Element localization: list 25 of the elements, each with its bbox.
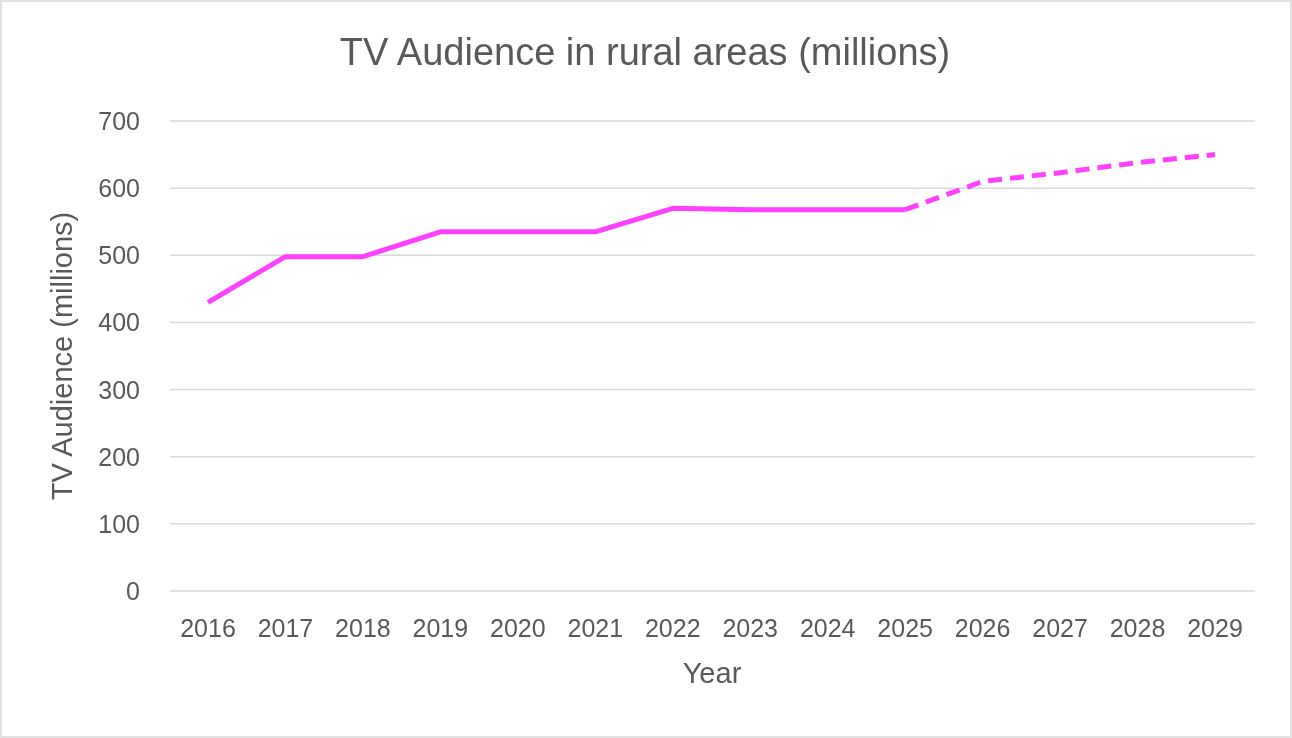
x-tick-label: 2023	[722, 614, 779, 642]
y-tick-label: 200	[98, 442, 140, 471]
y-tick-label: 300	[98, 375, 140, 404]
x-tick-label: 2025	[877, 614, 933, 642]
y-tick-label: 700	[98, 107, 140, 135]
x-tick-label: 2016	[180, 614, 236, 642]
x-axis-title: Year	[682, 657, 742, 689]
y-tick-label: 400	[98, 308, 140, 337]
x-tick-label: 2020	[490, 614, 546, 642]
x-tick-label: 2029	[1187, 614, 1243, 642]
x-tick-label: 2021	[567, 614, 624, 642]
x-tick-label: 2028	[1109, 614, 1166, 642]
x-tick-label: 2022	[644, 614, 701, 642]
x-tick-label: 2019	[412, 614, 469, 642]
y-tick-label: 500	[98, 241, 140, 270]
x-tick-label: 2024	[799, 614, 856, 642]
x-tick-label: 2018	[335, 614, 391, 642]
x-tick-label: 2026	[954, 614, 1011, 642]
x-tick-label: 2027	[1032, 614, 1088, 642]
x-tick-label: 2017	[257, 614, 314, 642]
chart-title: TV Audience in rural areas (millions)	[339, 31, 951, 73]
y-tick-label: 0	[126, 577, 140, 605]
y-axis-title: TV Audience (millions)	[46, 211, 78, 501]
y-tick-label: 600	[98, 174, 140, 203]
y-tick-label: 100	[98, 509, 140, 538]
